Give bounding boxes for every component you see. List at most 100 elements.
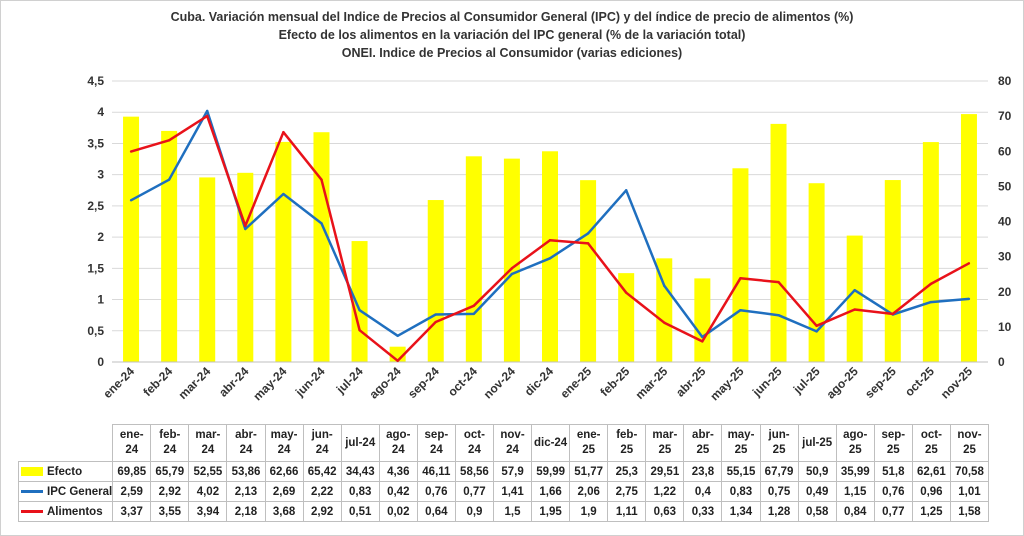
y-right-tick-label: 50 xyxy=(998,179,1012,193)
table-header-cell: abr- 24 xyxy=(226,424,266,462)
table-header-cell: jun- 24 xyxy=(302,424,342,462)
table-header-text: 25 xyxy=(772,444,786,456)
legend-label: Efecto xyxy=(47,465,83,478)
table-cell: 0,33 xyxy=(683,501,723,522)
table-header-cell: oct- 25 xyxy=(911,424,951,462)
x-tick-label: nov-25 xyxy=(938,364,975,401)
point-alimentos xyxy=(320,178,323,181)
bar-efecto xyxy=(161,130,178,362)
table-cell: 1,15 xyxy=(835,481,875,502)
point-ipc-general xyxy=(510,272,514,276)
table-cell: 0,77 xyxy=(454,481,494,502)
table-cell: 0,51 xyxy=(340,501,380,522)
table-corner xyxy=(19,425,113,462)
bar-efecto xyxy=(770,123,787,362)
y-right-tick-label: 30 xyxy=(998,250,1012,264)
table-cell: 0,02 xyxy=(378,501,418,522)
x-tick-label: feb-25 xyxy=(597,364,632,399)
table-row: IPC General 2,59 2,92 4,02 2,13 2,69 2,22 0,83 0… xyxy=(17,481,990,502)
combo-chart: 0 0,5 1 1,5 2 2,5 3 3,5 4 4,5 0 10 20 30 40 50 60 70 80 ene… xyxy=(87,74,1012,403)
table-header-text: abr- xyxy=(235,429,257,441)
table-cell: 2,06 xyxy=(569,481,609,502)
y-right-tick-label: 20 xyxy=(998,285,1012,299)
point-ipc-general xyxy=(967,297,971,301)
legend-label: Alimentos xyxy=(47,505,103,518)
x-tick-label: mar-24 xyxy=(176,364,214,402)
table-header-text: 24 xyxy=(429,444,443,456)
point-alimentos xyxy=(701,340,704,343)
table-cell: 0,42 xyxy=(378,481,418,502)
bar-efecto xyxy=(275,141,292,362)
point-alimentos xyxy=(967,262,971,265)
x-tick-label: may-24 xyxy=(250,364,289,403)
x-tick-label: may-25 xyxy=(707,364,746,403)
point-ipc-general xyxy=(282,192,285,196)
table-cell: 0,49 xyxy=(797,481,837,502)
table-header-text: 24 xyxy=(201,444,215,456)
table-row: Efecto 69,85 65,79 52,55 53,86 62,66 65,42 34,4… xyxy=(17,461,990,482)
point-alimentos xyxy=(929,282,933,286)
table-row: Alimentos 3,37 3,55 3,94 2,18 3,68 2,92 0,51 0,0… xyxy=(17,501,990,522)
table-header-text: ago- xyxy=(386,429,411,441)
table-cell: 67,79 xyxy=(759,461,799,482)
table-header-text: 24 xyxy=(391,444,405,456)
point-alimentos xyxy=(548,239,552,242)
table-header-cell: oct- 24 xyxy=(454,424,494,462)
table-cell: 0,77 xyxy=(873,501,913,522)
table-header-text: may- xyxy=(727,429,755,441)
table-header-cell: ene- 24 xyxy=(112,424,152,462)
legend-cell: IPC General xyxy=(17,481,114,502)
point-alimentos xyxy=(472,304,476,307)
legend-cell: Alimentos xyxy=(17,501,114,522)
table-header-cell: sep- 25 xyxy=(873,424,913,462)
point-alimentos xyxy=(815,324,818,327)
table-header-text: mar- xyxy=(195,429,221,441)
table-cell: 51,77 xyxy=(569,461,609,482)
table-cell: 0,76 xyxy=(873,481,913,502)
point-alimentos xyxy=(663,321,666,324)
point-ipc-general xyxy=(396,334,399,337)
table-header-text: ene- xyxy=(119,429,144,441)
x-tick-label: jul-24 xyxy=(333,364,366,397)
table-header-text: jul-25 xyxy=(802,436,833,449)
table-cell: 2,92 xyxy=(150,481,190,502)
y-right-tick-label: 60 xyxy=(998,144,1012,158)
y-right-tick-label: 40 xyxy=(998,215,1012,229)
table-header-text: 24 xyxy=(468,444,481,456)
table-cell: 1,41 xyxy=(492,481,533,502)
table-header-cell: jun- 25 xyxy=(759,424,799,462)
table-header-text: nov- xyxy=(500,429,525,441)
bar-efecto xyxy=(960,114,977,362)
point-alimentos xyxy=(244,224,247,228)
table-cell: 0,58 xyxy=(797,501,837,522)
table-header-cell: dic-24 xyxy=(531,424,571,462)
table-cell: 29,51 xyxy=(645,461,685,482)
table-header-text: jun- xyxy=(311,429,333,441)
table-cell: 0,63 xyxy=(645,501,685,522)
legend-bar-key xyxy=(21,466,43,476)
point-ipc-general xyxy=(472,312,476,316)
table-header-text: jul-24 xyxy=(345,436,376,449)
point-alimentos xyxy=(167,139,171,142)
table-cell: 59,99 xyxy=(531,461,571,482)
table-cell: 0,9 xyxy=(454,501,494,522)
table-header-text: 25 xyxy=(886,444,900,456)
point-alimentos xyxy=(358,328,361,332)
x-tick-label: jul-25 xyxy=(790,364,823,397)
table-cell: 1,25 xyxy=(911,501,951,522)
bar-efecto xyxy=(884,180,901,362)
chart-subtitle: Efecto de los alimentos en la variación … xyxy=(278,28,746,42)
table-cell: 23,8 xyxy=(683,461,723,482)
table-cell: 34,43 xyxy=(340,461,380,482)
point-ipc-general xyxy=(167,178,171,181)
point-ipc-general xyxy=(129,199,133,202)
table-cell: 1,28 xyxy=(759,501,799,522)
table-header-text: feb- xyxy=(616,429,638,441)
table-cell: 0,4 xyxy=(683,481,723,502)
table-cell: 57,9 xyxy=(492,461,533,482)
table-cell: 62,66 xyxy=(264,461,304,482)
table-cell: 65,42 xyxy=(302,461,342,482)
table-header-text: 25 xyxy=(924,444,938,456)
table-header-text: 25 xyxy=(582,444,596,456)
point-alimentos xyxy=(282,131,285,134)
